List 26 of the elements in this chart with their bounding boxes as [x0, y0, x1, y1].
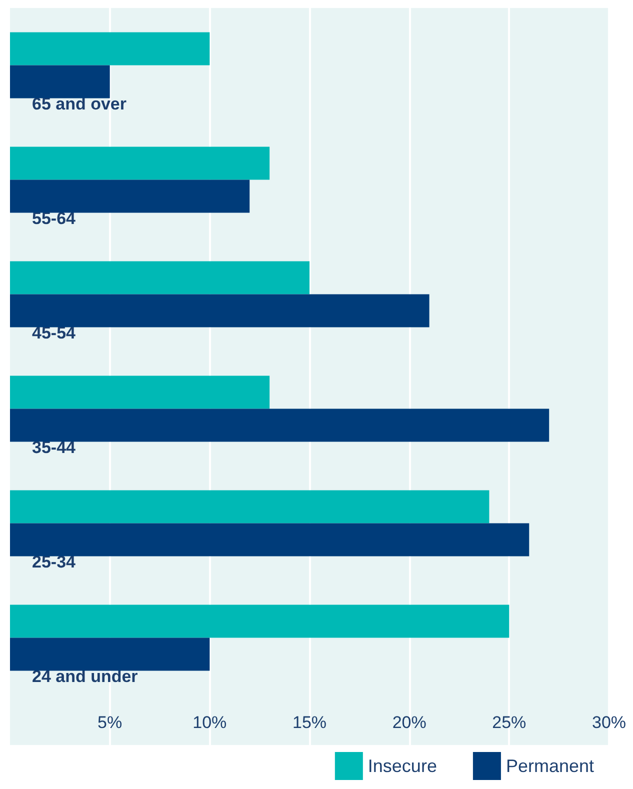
- bar: [10, 65, 110, 98]
- y-tick-label: 24 and under: [32, 666, 138, 686]
- x-tick-label: 25%: [492, 713, 526, 732]
- x-tick-label: 30%: [592, 713, 626, 732]
- bar: [10, 261, 310, 294]
- legend-label: Permanent: [506, 756, 594, 776]
- y-tick-label: 25-34: [32, 552, 76, 572]
- x-tick-label: 20%: [392, 713, 426, 732]
- x-tick-label: 15%: [292, 713, 327, 732]
- bar: [10, 408, 550, 442]
- y-tick-label: 45-54: [32, 323, 76, 342]
- x-tick-label: 5%: [98, 713, 122, 732]
- bar: [10, 376, 270, 409]
- bar: [10, 146, 270, 180]
- bar: [10, 523, 530, 556]
- legend-label: Insecure: [368, 756, 437, 776]
- bar: [10, 490, 490, 524]
- bar: [10, 604, 510, 638]
- x-tick-label: 10%: [192, 713, 227, 732]
- y-tick-label: 65 and over: [32, 94, 127, 114]
- y-tick-label: 35-44: [32, 438, 76, 457]
- bar: [10, 32, 210, 66]
- bar: [10, 294, 430, 328]
- bar: [10, 180, 250, 213]
- bar: [10, 638, 210, 671]
- y-tick-label: 55-64: [32, 208, 76, 228]
